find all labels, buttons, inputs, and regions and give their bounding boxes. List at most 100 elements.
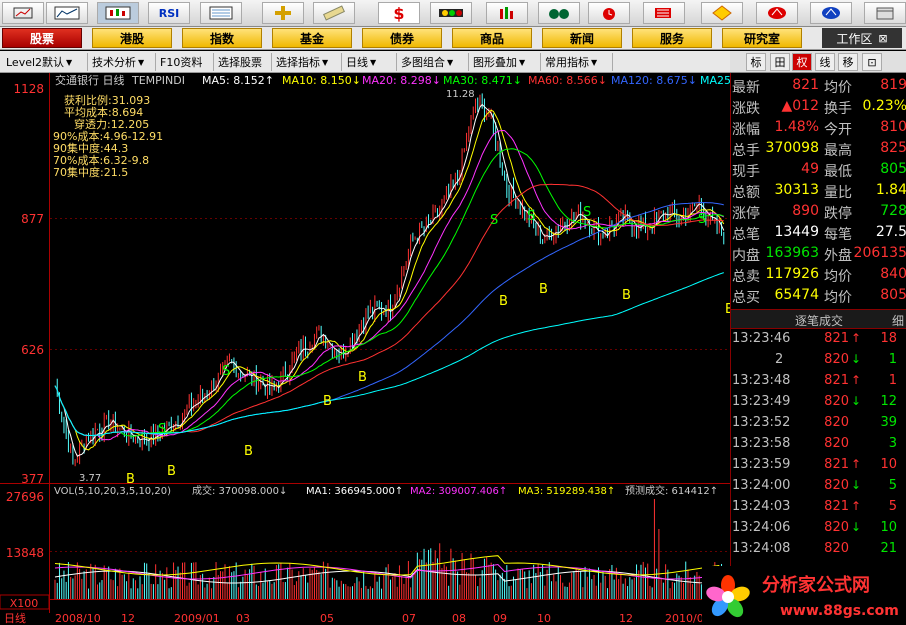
select-stock-button[interactable]: 选择股票 xyxy=(214,53,272,71)
menu-research[interactable]: 研究室 xyxy=(722,28,802,48)
menu-hk-stocks[interactable]: 港股 xyxy=(92,28,172,48)
level-icon[interactable] xyxy=(486,2,528,24)
quote-value: 49 xyxy=(801,161,819,177)
ma20-legend: MA20: 8.298↓ xyxy=(362,74,441,87)
common-indicator-select[interactable]: 常用指标 ▼ xyxy=(541,53,613,71)
window-icon[interactable] xyxy=(864,2,906,24)
info-line: 90%成本:4.96-12.91 xyxy=(53,129,163,143)
tick-price: 820 xyxy=(824,394,849,409)
sub-toolbar: Level2默认 ▼ 技术分析 ▼ F10资料 选择股票 选择指标 ▼ 日线 ▼ 多图组… xyxy=(0,51,730,73)
quote-value: 370098 xyxy=(765,140,819,156)
f10-button[interactable]: F10资料 xyxy=(156,53,214,71)
quote-label: 跌停 xyxy=(824,206,852,222)
tab-window[interactable]: ⊡ xyxy=(862,53,882,71)
menu-news[interactable]: 新闻 xyxy=(542,28,622,48)
close-icon[interactable]: ⊠ xyxy=(878,31,888,45)
quote-row: 涨幅 1.48% 今开 810 xyxy=(731,119,906,140)
vol-label-mid: 13848 xyxy=(6,546,44,560)
quote-row: 涨跌 ▲012 换手 0.23% xyxy=(731,98,906,119)
info-line: 70集中度:21.5 xyxy=(53,165,128,179)
info-line: 穿透力:12.205 xyxy=(74,117,149,131)
calc-icon[interactable] xyxy=(200,2,242,24)
signals: B B B B B B B B B S S S S S S xyxy=(126,205,734,487)
alarm-icon[interactable] xyxy=(588,2,630,24)
menu-service[interactable]: 服务 xyxy=(632,28,712,48)
chevron-down-icon: ▼ xyxy=(322,57,329,67)
quote-label: 现手 xyxy=(732,164,760,180)
flag-icon[interactable] xyxy=(643,2,685,24)
menu-stocks[interactable]: 股票 xyxy=(2,28,82,48)
tab-rights[interactable]: 权 xyxy=(792,53,812,71)
tab-marker[interactable]: 标 xyxy=(746,53,766,71)
quote-label: 总额 xyxy=(732,185,760,201)
signal-icon[interactable] xyxy=(430,2,472,24)
quote-value: ▲012 xyxy=(781,98,820,114)
chart-canvas[interactable]: 1128 877 626 377 27696 13848 X100 BBBBBB… xyxy=(0,73,738,625)
binocular-icon[interactable] xyxy=(538,2,580,24)
quote-value: 27.5 xyxy=(875,224,906,240)
kline-icon[interactable] xyxy=(97,2,139,24)
tick-row: 13:24:08 820 21 xyxy=(731,541,906,562)
tick-time: 13:24:08 xyxy=(732,541,791,556)
tick-price: 820 xyxy=(824,352,849,367)
quote-value: 163963 xyxy=(765,245,819,261)
sell-signal: S xyxy=(698,212,706,227)
watermark-url: www.88gs.com xyxy=(780,603,899,619)
menu-funds[interactable]: 基金 xyxy=(272,28,352,48)
menu-index[interactable]: 指数 xyxy=(182,28,262,48)
tick-title: 逐笔成交 xyxy=(795,314,844,328)
price-icon[interactable]: $ xyxy=(378,2,420,24)
tab-line[interactable]: 线 xyxy=(815,53,835,71)
quote-label: 涨幅 xyxy=(732,122,760,138)
chevron-down-icon: ▼ xyxy=(370,57,377,67)
info-line: 70%成本:6.32-9.8 xyxy=(53,153,149,167)
tick-time: 13:23:52 xyxy=(732,415,791,430)
overlay-select[interactable]: 图形叠加 ▼ xyxy=(469,53,541,71)
buy-signal: B xyxy=(244,444,253,459)
select-indicator-select[interactable]: 选择指标 ▼ xyxy=(272,53,342,71)
home-icon[interactable] xyxy=(2,2,44,24)
stats-icon[interactable] xyxy=(756,2,798,24)
high-marker: 11.28 xyxy=(446,89,475,100)
tech-analysis-select[interactable]: 技术分析 ▼ xyxy=(88,53,156,71)
tick-detail-tab[interactable]: 细 xyxy=(891,314,904,328)
quote-label: 换手 xyxy=(824,101,852,117)
diamond-icon[interactable] xyxy=(701,2,743,24)
menu-commodities[interactable]: 商品 xyxy=(452,28,532,48)
quote-value: 117926 xyxy=(765,266,819,282)
quote-label: 总买 xyxy=(732,290,760,306)
menu-bonds[interactable]: 债券 xyxy=(362,28,442,48)
vol-unit: X100 xyxy=(10,597,39,610)
watermark: 分析家公式网 www.88gs.com xyxy=(702,566,906,625)
y-label-877: 877 xyxy=(21,212,44,226)
globe-icon[interactable] xyxy=(810,2,852,24)
tick-direction: ↑ xyxy=(851,373,862,387)
overlay-label: 图形叠加 xyxy=(473,56,517,69)
buy-signal: B xyxy=(358,370,367,385)
tab-grid[interactable]: 田 xyxy=(770,53,790,71)
quote-value: 825 xyxy=(880,140,906,156)
multi-chart-select[interactable]: 多图组合 ▼ xyxy=(397,53,469,71)
tick-time: 13:23:58 xyxy=(732,436,791,451)
rsi-icon[interactable]: RSI xyxy=(148,2,190,24)
tick-price: 820 xyxy=(824,520,849,535)
crosshair-icon[interactable] xyxy=(262,2,304,24)
common-indicator-label: 常用指标 xyxy=(545,56,589,69)
period-select[interactable]: 日线 ▼ xyxy=(342,53,397,71)
tick-direction: ↓ xyxy=(851,394,862,408)
x-tick: 2009/01 xyxy=(174,612,220,625)
x-tick: 12 xyxy=(619,612,633,625)
level2-default-select[interactable]: Level2默认 ▼ xyxy=(2,53,88,71)
ma250-legend: MA250 xyxy=(700,74,730,87)
x-tick: 08 xyxy=(452,612,466,625)
chart-icon[interactable] xyxy=(46,2,88,24)
ruler-icon[interactable] xyxy=(313,2,355,24)
tick-time: 13:23:46 xyxy=(732,331,791,346)
chevron-down-icon: ▼ xyxy=(591,57,598,67)
tab-move[interactable]: 移 xyxy=(838,53,858,71)
workarea-button[interactable]: 工作区 ⊠ xyxy=(822,28,902,48)
period-label: 日线 xyxy=(103,73,125,87)
stock-name: 交通银行 xyxy=(55,73,99,87)
tick-row: 13:24:03 821 ↑ 5 xyxy=(731,499,906,520)
